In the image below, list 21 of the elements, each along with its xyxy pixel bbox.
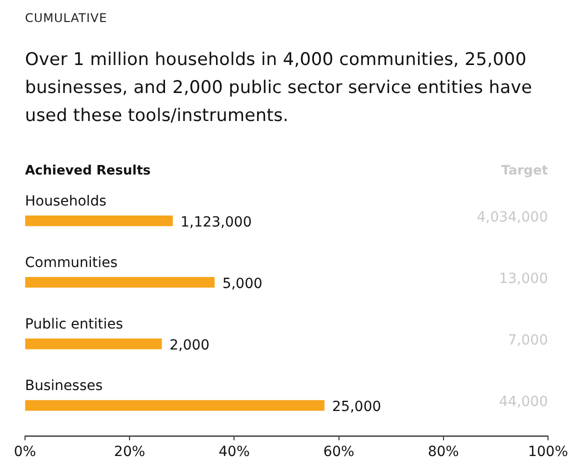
bar [25,400,324,411]
y-tick-label: Households [25,193,106,210]
x-tick-label: 0% [14,444,36,460]
y-tick-label: Businesses [25,378,103,394]
annotation: 1,123,000 [180,214,252,230]
annotation: 5,000 [222,276,262,292]
annotation: 25,000 [332,399,382,416]
x-tick-label: 40% [218,444,250,460]
x-tick-label: 20% [114,444,146,460]
y-tick-label: Communities [25,254,118,271]
y-tick-label: Public entities [25,316,124,333]
bar [25,338,162,350]
x-tick-label: 80% [428,444,459,460]
bar [25,215,173,226]
x-tick-label: 100% [528,444,568,460]
chart-title: CUMULATIVE [25,11,108,25]
annotation: 2,000 [170,338,210,354]
text: Achieved Results [25,163,151,178]
bar [25,276,215,288]
x-tick-label: 60% [323,444,354,460]
chart-subtitle: Over 1 million households in 4,000 communities, 25,000 businesses, and 2,000 public sector service entities have used these tools/instruments. [25,49,534,128]
